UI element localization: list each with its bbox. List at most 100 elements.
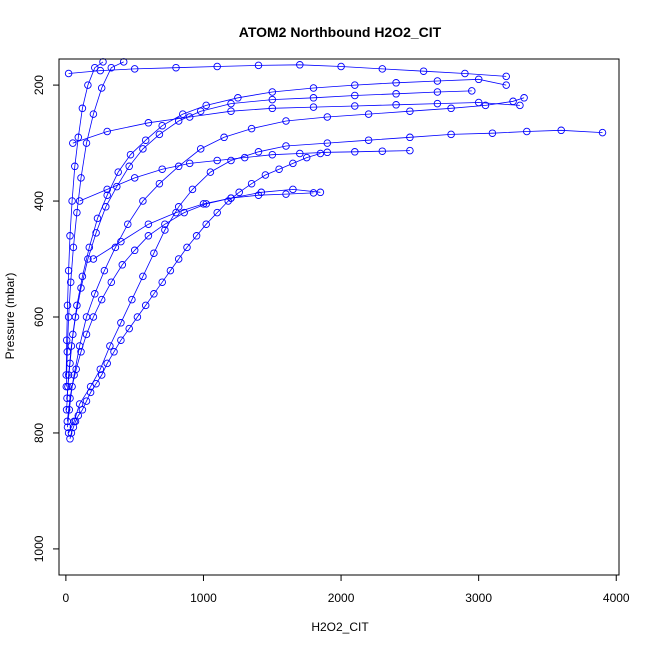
- series-line: [72, 102, 520, 144]
- data-point: [268, 88, 277, 96]
- x-axis-label: H2O2_CIT: [311, 620, 369, 634]
- data-point: [100, 266, 109, 275]
- data-point: [447, 130, 455, 139]
- data-point: [174, 117, 183, 125]
- series-10: [89, 189, 318, 263]
- chart-title: ATOM2 Northbound H2O2_CIT: [239, 24, 442, 40]
- x-tick-label: 3000: [465, 591, 492, 605]
- data-point: [275, 165, 283, 173]
- data-point: [86, 382, 95, 391]
- series-12: [64, 61, 510, 81]
- data-point: [557, 126, 565, 135]
- data-point: [433, 77, 442, 85]
- data-point: [378, 147, 387, 155]
- data-point: [139, 272, 147, 281]
- data-point: [63, 423, 72, 431]
- series-1: [66, 149, 325, 443]
- series-line: [67, 188, 321, 428]
- data-point: [254, 191, 263, 199]
- series-line: [65, 61, 124, 387]
- x-tick-label: 1000: [190, 591, 217, 605]
- data-point: [73, 208, 81, 217]
- data-point: [78, 272, 87, 281]
- data-point: [65, 406, 74, 414]
- data-point: [185, 113, 194, 121]
- data-point: [192, 232, 201, 240]
- data-point: [235, 188, 243, 197]
- data-point: [161, 220, 169, 228]
- data-point: [92, 229, 100, 237]
- data-point: [174, 255, 183, 263]
- series-line: [79, 150, 410, 202]
- data-point: [316, 149, 325, 158]
- data-point: [62, 371, 70, 379]
- y-axis-label: Pressure (mbar): [3, 273, 17, 360]
- data-point: [323, 139, 332, 147]
- data-point: [433, 88, 442, 96]
- data-point: [206, 168, 215, 176]
- x-tick-label: 0: [63, 591, 70, 605]
- data-point: [158, 165, 166, 173]
- data-point: [155, 130, 164, 139]
- data-point: [220, 133, 228, 142]
- data-point: [93, 214, 102, 223]
- data-point: [64, 429, 73, 437]
- data-point: [78, 104, 87, 113]
- data-point: [268, 95, 277, 104]
- data-point: [213, 62, 221, 71]
- data-point: [309, 84, 318, 92]
- data-point: [82, 397, 91, 405]
- data-point: [63, 348, 72, 356]
- series-8: [62, 58, 107, 379]
- data-point: [63, 417, 72, 426]
- data-point: [202, 101, 210, 110]
- data-point: [364, 136, 373, 144]
- data-point: [520, 94, 528, 102]
- data-point: [406, 133, 414, 142]
- data-point: [75, 197, 84, 205]
- data-point: [227, 99, 235, 108]
- data-point: [199, 200, 208, 208]
- data-point: [337, 62, 345, 71]
- data-point: [97, 84, 106, 92]
- data-point: [309, 103, 318, 111]
- data-point: [71, 162, 79, 171]
- data-point: [117, 319, 125, 327]
- data-point: [62, 406, 71, 414]
- data-point: [488, 129, 497, 137]
- data-point: [202, 220, 210, 228]
- data-point: [91, 290, 99, 298]
- data-point: [268, 104, 277, 113]
- data-point: [69, 243, 78, 252]
- data-point: [64, 69, 73, 78]
- data-point: [128, 295, 136, 304]
- data-point: [124, 220, 132, 228]
- data-point: [107, 278, 116, 286]
- data-point: [196, 107, 205, 115]
- data-point: [62, 336, 71, 344]
- data-point: [130, 246, 139, 255]
- data-point: [103, 191, 111, 199]
- y-tick-label: 400: [32, 191, 46, 211]
- data-point: [323, 113, 332, 121]
- data-point: [110, 348, 118, 356]
- data-point: [97, 371, 106, 379]
- data-point: [78, 406, 87, 414]
- data-point: [180, 208, 188, 217]
- data-point: [502, 72, 510, 81]
- data-point: [378, 65, 387, 73]
- x-axis: 0 1000 2000 3000 4000: [63, 574, 630, 605]
- data-point: [103, 127, 111, 136]
- data-point: [172, 63, 180, 72]
- data-point: [66, 278, 75, 286]
- series-7: [62, 58, 128, 391]
- data-point: [351, 91, 359, 100]
- data-point: [158, 121, 166, 130]
- data-point: [166, 266, 175, 275]
- x-tick-label: 4000: [603, 591, 630, 605]
- data-point: [68, 197, 76, 205]
- data-point: [447, 104, 455, 113]
- data-point: [67, 342, 76, 350]
- data-point: [282, 142, 290, 150]
- data-point: [126, 150, 135, 159]
